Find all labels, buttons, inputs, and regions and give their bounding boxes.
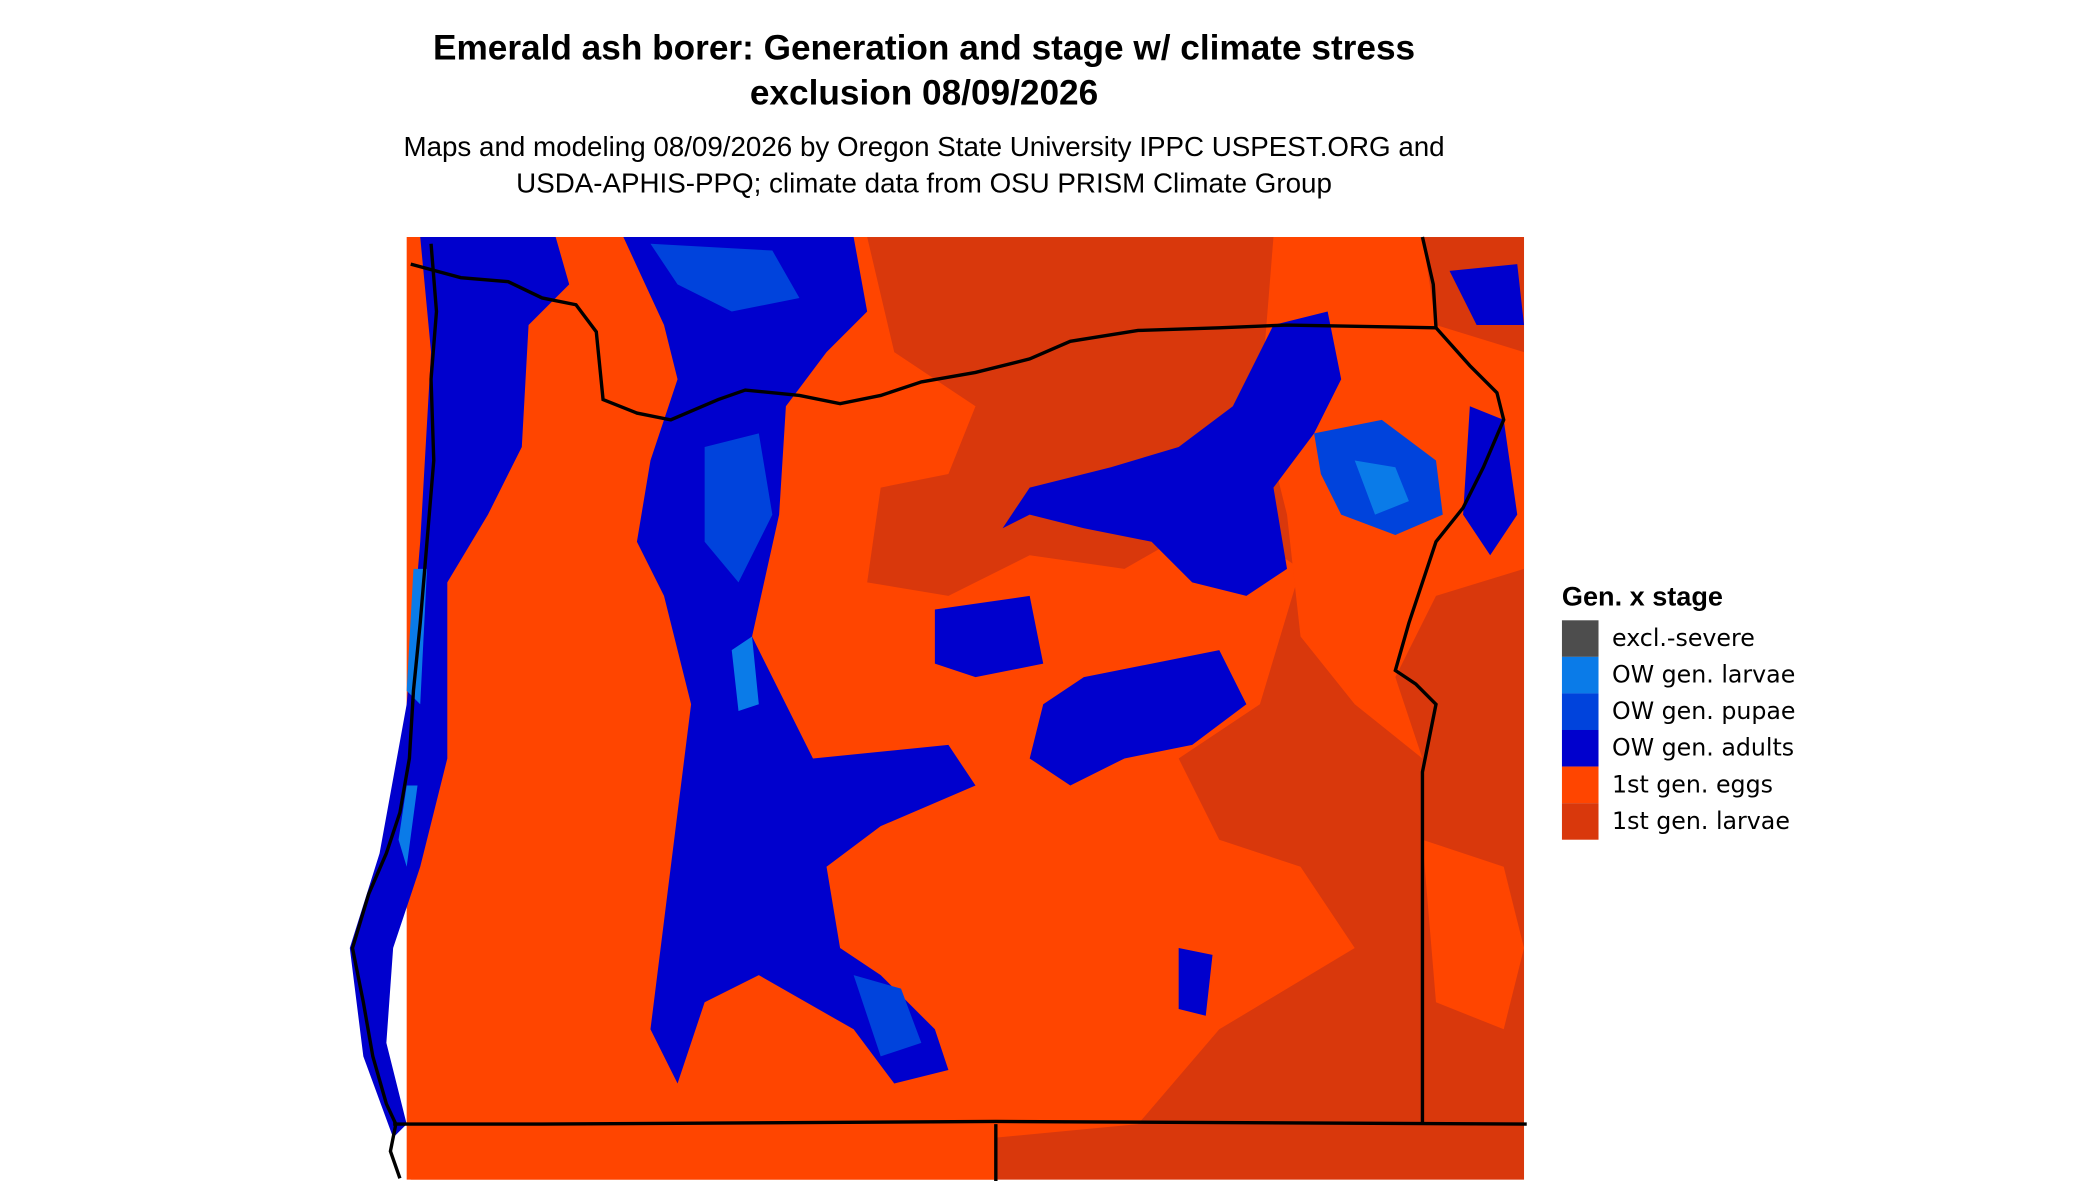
legend-label: 1st gen. eggs xyxy=(1612,770,1773,798)
subtitle: USDA-APHIS-PPQ; climate data from OSU PR… xyxy=(516,167,1332,198)
subtitle: Maps and modeling 08/09/2026 by Oregon S… xyxy=(403,131,1444,162)
legend-swatch xyxy=(1561,693,1599,730)
legend-label: OW gen. larvae xyxy=(1612,661,1795,689)
title: exclusion 08/09/2026 xyxy=(750,73,1098,112)
legend-label: 1st gen. larvae xyxy=(1612,807,1790,835)
raster-ow-adults xyxy=(349,237,570,1138)
raster-eggs xyxy=(1422,839,1525,1030)
legend-label: excl.-severe xyxy=(1612,624,1755,652)
legend-swatch xyxy=(1561,656,1599,694)
raster-ow-adults xyxy=(934,595,1247,786)
legend-label: OW gen. adults xyxy=(1612,734,1794,762)
legend-swatch xyxy=(1561,766,1599,804)
legend-label: OW gen. pupae xyxy=(1612,697,1795,725)
raster-eggs xyxy=(406,237,1355,1180)
map xyxy=(349,236,1527,1181)
legend-swatch xyxy=(1561,729,1599,767)
legend-swatch xyxy=(1561,803,1599,840)
borders xyxy=(350,236,1527,1181)
raster-ow-adults xyxy=(1002,311,1342,596)
legend: excl.-severe OW gen. larvae OW gen. pupae O… xyxy=(1561,620,1796,840)
legend-title: Gen. x stage xyxy=(1562,580,1723,611)
legend-swatch xyxy=(1561,620,1599,657)
title: Emerald ash borer: Generation and stage … xyxy=(433,29,1415,68)
